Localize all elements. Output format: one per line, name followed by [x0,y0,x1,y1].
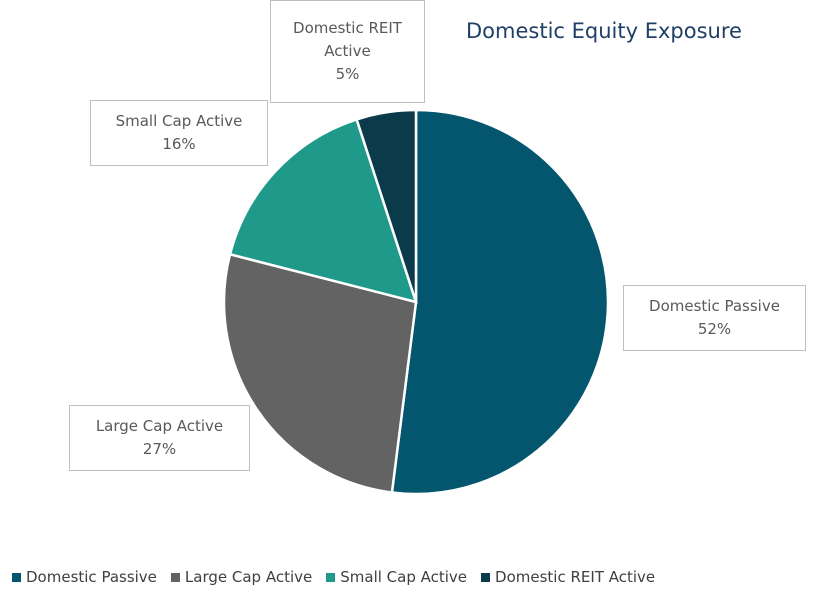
pie-slice [355,108,418,303]
data-label: Small Cap Active 16% [90,100,268,166]
data-label-value: 27% [142,440,177,458]
legend-item: Large Cap Active [170,568,313,586]
data-label-name: Large Cap Active [95,417,224,435]
pie-slice [228,117,418,304]
data-label-value: 52% [697,320,732,338]
legend-swatch [481,572,491,582]
data-label-name: Domestic Passive [649,297,780,315]
data-label: Domestic Passive 52% [623,285,806,351]
legend-label: Large Cap Active [184,568,313,586]
data-label-name: Small Cap Active [115,112,243,130]
chart-title: Domestic Equity Exposure [466,19,742,43]
data-label-name: Domestic REIT Active [293,19,402,60]
pie-slice [390,108,610,496]
legend-swatch [12,572,21,582]
legend-item: Domestic Passive [12,568,157,586]
legend-label: Small Cap Active [340,568,468,586]
legend-swatch [326,572,336,582]
legend-swatch [170,572,180,582]
data-label-value: 16% [162,135,196,153]
data-label-value: 5% [335,65,360,83]
legend-item: Small Cap Active [326,568,467,586]
pie-slice [222,252,418,494]
legend-item: Domestic REIT Active [481,568,655,586]
data-label: Large Cap Active 27% [69,405,250,471]
legend-label: Domestic REIT Active [495,568,656,586]
legend: Domestic Passive Large Cap Active Small Ca… [12,568,655,586]
legend-label: Domestic Passive [26,568,157,586]
data-label: Domestic REIT Active 5% [270,0,425,103]
